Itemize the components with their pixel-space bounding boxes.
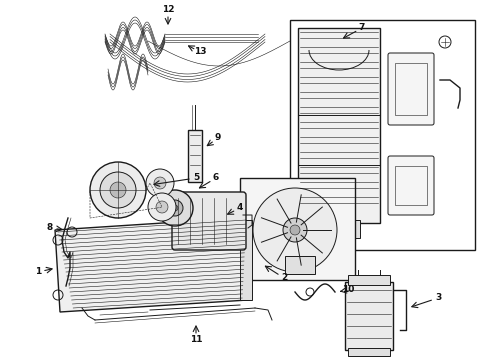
FancyBboxPatch shape	[388, 53, 434, 125]
Bar	[298, 28, 380, 223]
Text: 1: 1	[35, 267, 41, 276]
Bar	[188, 130, 202, 182]
Bar	[240, 178, 355, 280]
Text: 4: 4	[237, 203, 243, 212]
Text: 6: 6	[213, 174, 219, 183]
Circle shape	[172, 205, 178, 211]
Text: 12: 12	[162, 5, 174, 14]
Bar	[348, 348, 390, 356]
Circle shape	[154, 177, 166, 189]
Text: 5: 5	[193, 174, 199, 183]
FancyBboxPatch shape	[388, 156, 434, 215]
Bar	[240, 220, 252, 300]
Text: 3: 3	[435, 293, 441, 302]
Bar	[348, 275, 390, 285]
Circle shape	[283, 218, 307, 242]
Circle shape	[253, 188, 337, 272]
Polygon shape	[55, 218, 248, 312]
Circle shape	[90, 162, 146, 218]
Text: 8: 8	[47, 224, 53, 233]
Circle shape	[146, 169, 174, 197]
Bar	[285, 256, 315, 274]
Circle shape	[100, 172, 136, 208]
FancyBboxPatch shape	[172, 192, 246, 250]
Circle shape	[290, 225, 300, 235]
Bar	[345, 282, 393, 350]
Bar	[395, 166, 427, 205]
Bar	[290, 20, 475, 250]
Text: 7: 7	[359, 23, 365, 32]
Text: 13: 13	[194, 48, 206, 57]
Circle shape	[110, 182, 126, 198]
Text: 11: 11	[190, 336, 202, 345]
Text: 2: 2	[281, 274, 287, 283]
Bar	[320, 220, 360, 238]
Text: 9: 9	[215, 134, 221, 143]
Circle shape	[148, 193, 176, 221]
Bar	[395, 63, 427, 115]
Circle shape	[156, 201, 168, 213]
Circle shape	[157, 190, 193, 226]
Text: 10: 10	[342, 285, 354, 294]
Circle shape	[167, 200, 183, 216]
